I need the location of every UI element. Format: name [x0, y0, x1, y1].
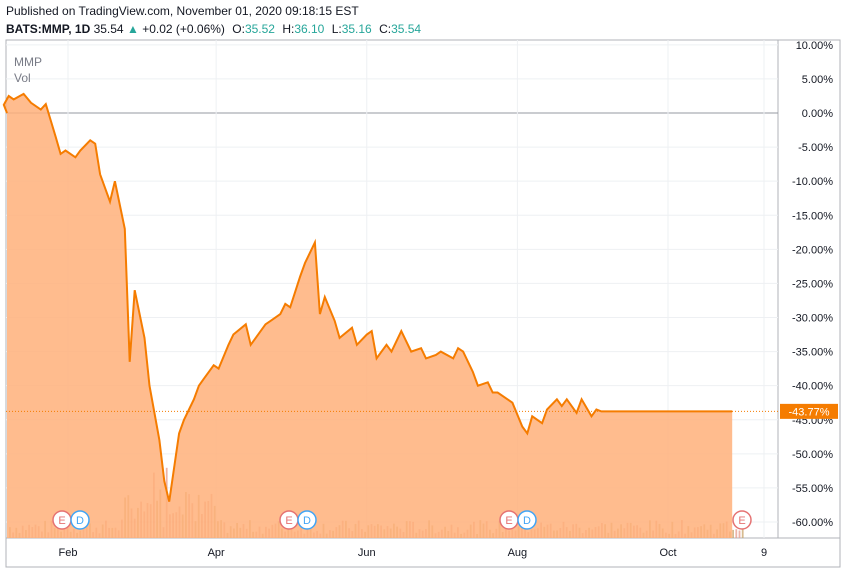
y-tick-label: -10.00% — [792, 176, 833, 188]
volume-bar — [735, 529, 738, 538]
x-tick-label: Aug — [508, 547, 528, 559]
high-label: H: — [282, 22, 295, 36]
y-tick-label: 5.00% — [802, 74, 833, 86]
open-label: O: — [232, 22, 245, 36]
dividend-marker[interactable] — [297, 510, 317, 530]
x-tick-label: Apr — [208, 547, 225, 559]
series-area — [3, 93, 733, 539]
y-tick-label: -25.00% — [792, 278, 833, 290]
symbol-label[interactable]: BATS:MMP, 1D — [6, 22, 91, 36]
published-caption: Published on TradingView.com, November 0… — [6, 4, 359, 18]
event-marker-label: D — [303, 515, 311, 527]
close-value: 35.54 — [391, 22, 422, 36]
y-tick-label: 10.00% — [796, 40, 834, 52]
y-tick-label: -20.00% — [792, 244, 833, 256]
x-tick-label: 9 — [761, 547, 767, 559]
dividend-marker[interactable] — [70, 510, 90, 530]
last-price: 35.54 — [93, 22, 124, 36]
low-value: 35.16 — [341, 22, 372, 36]
low-label: L: — [331, 22, 342, 36]
dividend-marker[interactable] — [517, 510, 537, 530]
event-marker-label: D — [76, 515, 84, 527]
price-change: +0.02 (+0.06%) — [142, 22, 225, 36]
x-tick-label: Jun — [358, 547, 376, 559]
last-value-badge: -43.77% — [780, 403, 838, 419]
x-tick-label: Feb — [59, 547, 78, 559]
y-tick-label: 0.00% — [802, 108, 833, 120]
event-marker-label: E — [58, 515, 65, 527]
chart-frame — [5, 39, 841, 568]
y-axis: 10.00% 5.00% 0.00% -5.00% -10.00% -15.00% -20.… — [792, 40, 833, 529]
volume-bar — [732, 529, 734, 538]
y-tick-label: -40.00% — [792, 381, 833, 393]
event-marker-label: E — [738, 515, 745, 527]
legend-series: MMP — [14, 55, 42, 69]
earnings-marker[interactable] — [732, 510, 752, 530]
y-tick-label: -15.00% — [792, 210, 833, 222]
event-marker-label: E — [285, 515, 292, 527]
last-value-label: -43.77% — [789, 406, 830, 418]
y-tick-label: -5.00% — [798, 142, 833, 154]
up-arrow-icon: ▲ — [126, 22, 139, 36]
y-tick-label: -35.00% — [792, 347, 833, 359]
high-value: 36.10 — [294, 22, 325, 36]
y-tick-label: -30.00% — [792, 313, 833, 325]
last-value-badge-bg — [780, 403, 838, 419]
volume-bar — [738, 530, 741, 538]
x-tick-label: Oct — [659, 547, 676, 559]
open-value: 35.52 — [244, 22, 275, 36]
y-tick-label: -50.00% — [792, 449, 833, 461]
event-marker-label: D — [523, 515, 531, 527]
symbol-info-bar: BATS:MMP, 1D 35.54 ▲ +0.02 (+0.06%) O:35… — [6, 22, 421, 36]
x-axis: Feb Apr Jun Aug Oct 9 — [59, 547, 768, 559]
close-label: C: — [379, 22, 392, 36]
y-tick-label: -55.00% — [792, 483, 833, 495]
event-marker-label: E — [505, 515, 512, 527]
legend-volume: Vol — [14, 71, 31, 85]
y-tick-label: -60.00% — [792, 517, 833, 529]
